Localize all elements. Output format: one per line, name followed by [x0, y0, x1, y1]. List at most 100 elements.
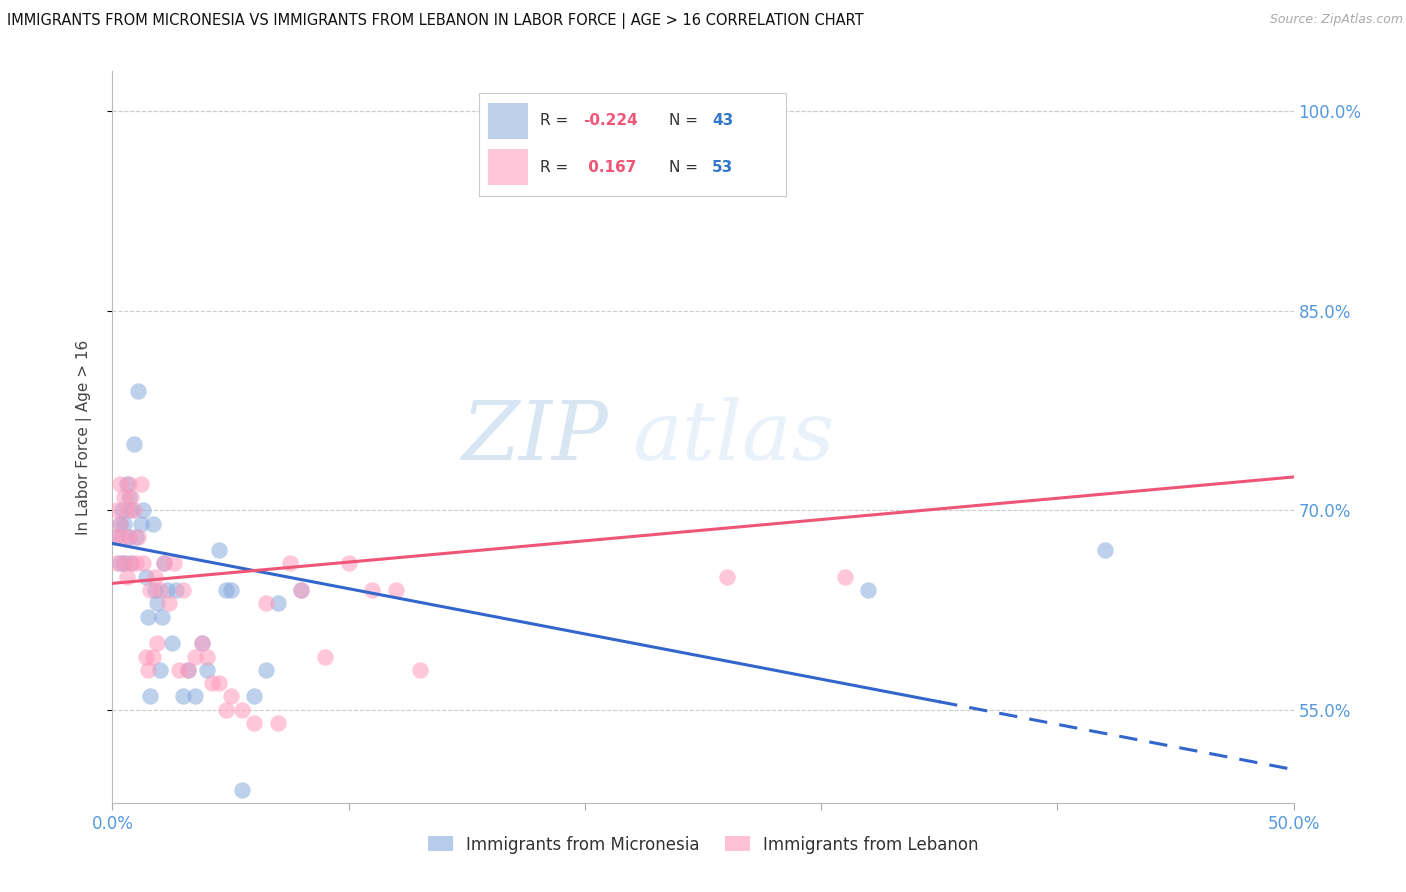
Text: atlas: atlas: [633, 397, 835, 477]
Point: [314, 649, 336, 664]
Point: [385, 582, 408, 597]
Point: [191, 636, 214, 650]
Point: [243, 690, 266, 704]
Point: [858, 582, 880, 597]
Point: [136, 663, 159, 677]
Point: [254, 663, 277, 677]
Point: [361, 582, 384, 597]
Point: [215, 703, 238, 717]
Point: [150, 609, 173, 624]
Point: [143, 582, 166, 597]
Point: [160, 636, 183, 650]
Point: [118, 530, 141, 544]
Point: [231, 703, 253, 717]
Text: ZIP: ZIP: [461, 397, 609, 477]
Point: [177, 663, 200, 677]
Point: [195, 649, 218, 664]
Point: [1094, 543, 1116, 558]
Point: [105, 530, 128, 544]
Point: [127, 530, 149, 544]
Point: [112, 490, 135, 504]
Point: [149, 582, 172, 597]
Point: [120, 557, 142, 571]
Point: [408, 663, 430, 677]
Point: [716, 570, 738, 584]
Point: [167, 663, 190, 677]
Point: [219, 690, 242, 704]
Point: [112, 557, 135, 571]
Point: [122, 436, 145, 450]
Point: [132, 503, 155, 517]
Point: [146, 636, 169, 650]
Point: [125, 557, 148, 571]
Point: [129, 476, 152, 491]
Point: [337, 557, 360, 571]
Point: [111, 503, 134, 517]
Point: [108, 476, 131, 491]
Point: [108, 516, 131, 531]
Point: [105, 503, 128, 517]
Point: [172, 582, 194, 597]
Point: [243, 716, 266, 731]
Point: [122, 503, 145, 517]
Point: [142, 516, 165, 531]
Point: [177, 663, 200, 677]
Point: [163, 557, 186, 571]
Point: [191, 636, 214, 650]
Point: [136, 609, 159, 624]
Point: [118, 530, 141, 544]
Point: [127, 384, 149, 398]
Point: [120, 503, 142, 517]
Point: [105, 557, 128, 571]
Point: [172, 690, 194, 704]
Point: [104, 530, 127, 544]
Point: [111, 530, 134, 544]
Point: [184, 690, 207, 704]
Point: [142, 649, 165, 664]
Point: [156, 582, 179, 597]
Point: [135, 649, 157, 664]
Legend: Immigrants from Micronesia, Immigrants from Lebanon: Immigrants from Micronesia, Immigrants f…: [420, 829, 986, 860]
Point: [115, 476, 138, 491]
Point: [115, 503, 138, 517]
Point: [143, 570, 166, 584]
Point: [120, 490, 142, 504]
Point: [149, 663, 172, 677]
Point: [118, 476, 141, 491]
Point: [153, 557, 176, 571]
Point: [132, 557, 155, 571]
Point: [165, 582, 187, 597]
Point: [125, 530, 148, 544]
Text: Source: ZipAtlas.com: Source: ZipAtlas.com: [1270, 13, 1403, 27]
Point: [267, 716, 290, 731]
Point: [254, 596, 277, 610]
Point: [184, 649, 207, 664]
Point: [195, 663, 218, 677]
Point: [146, 596, 169, 610]
Point: [231, 782, 253, 797]
Point: [208, 543, 231, 558]
Point: [278, 557, 301, 571]
Point: [219, 582, 242, 597]
Point: [135, 570, 157, 584]
Point: [118, 490, 141, 504]
Point: [208, 676, 231, 690]
Point: [112, 516, 135, 531]
Point: [108, 516, 131, 531]
Point: [201, 676, 224, 690]
Point: [267, 596, 290, 610]
Point: [108, 557, 131, 571]
Point: [120, 557, 142, 571]
Point: [139, 690, 162, 704]
Point: [215, 582, 238, 597]
Point: [129, 516, 152, 531]
Point: [834, 570, 856, 584]
Point: [139, 582, 162, 597]
Point: [153, 557, 176, 571]
Y-axis label: In Labor Force | Age > 16: In Labor Force | Age > 16: [76, 340, 91, 534]
Point: [157, 596, 180, 610]
Point: [290, 582, 312, 597]
Point: [112, 557, 135, 571]
Point: [290, 582, 312, 597]
Text: IMMIGRANTS FROM MICRONESIA VS IMMIGRANTS FROM LEBANON IN LABOR FORCE | AGE > 16 : IMMIGRANTS FROM MICRONESIA VS IMMIGRANTS…: [7, 13, 863, 29]
